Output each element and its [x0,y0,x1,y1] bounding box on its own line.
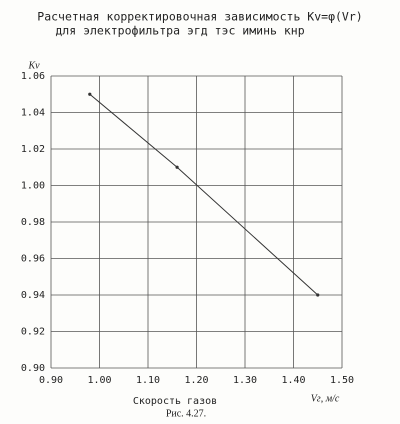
data-point [175,165,179,169]
chart-subtitle: для электрофильтра эгд тэс иминь кнр [55,24,304,38]
y-tick-label: 1.04 [21,108,45,119]
y-tick-label: 0.96 [21,254,45,265]
data-point [316,293,320,297]
x-tick-label: 1.30 [233,375,257,386]
y-tick-label: 1.00 [21,181,45,192]
y-axis-label: Kv [27,60,40,71]
data-line [89,93,319,296]
y-tick-label: 1.06 [21,71,45,82]
y-tick-label: 0.94 [21,290,45,301]
caption: Рис. 4.27. [166,408,206,419]
x-axis-label: Скорость газов [133,396,217,407]
chart-title: Расчетная корректировочная зависимость K… [37,10,362,24]
x-tick-label: 1.10 [136,375,160,386]
x-tick-label: 1.20 [184,375,208,386]
y-tick-label: 0.98 [21,217,45,228]
x-tick-label: 1.50 [330,375,354,386]
data-point [88,92,92,96]
y-tick-label: 0.92 [21,327,45,338]
x-unit-label: Vг, м/с [311,393,340,404]
x-tick-label: 1.40 [281,375,305,386]
y-tick-label: 1.02 [21,144,45,155]
x-tick-label: 0.90 [39,375,63,386]
x-tick-label: 1.00 [87,375,111,386]
y-tick-label: 0.90 [21,363,45,374]
